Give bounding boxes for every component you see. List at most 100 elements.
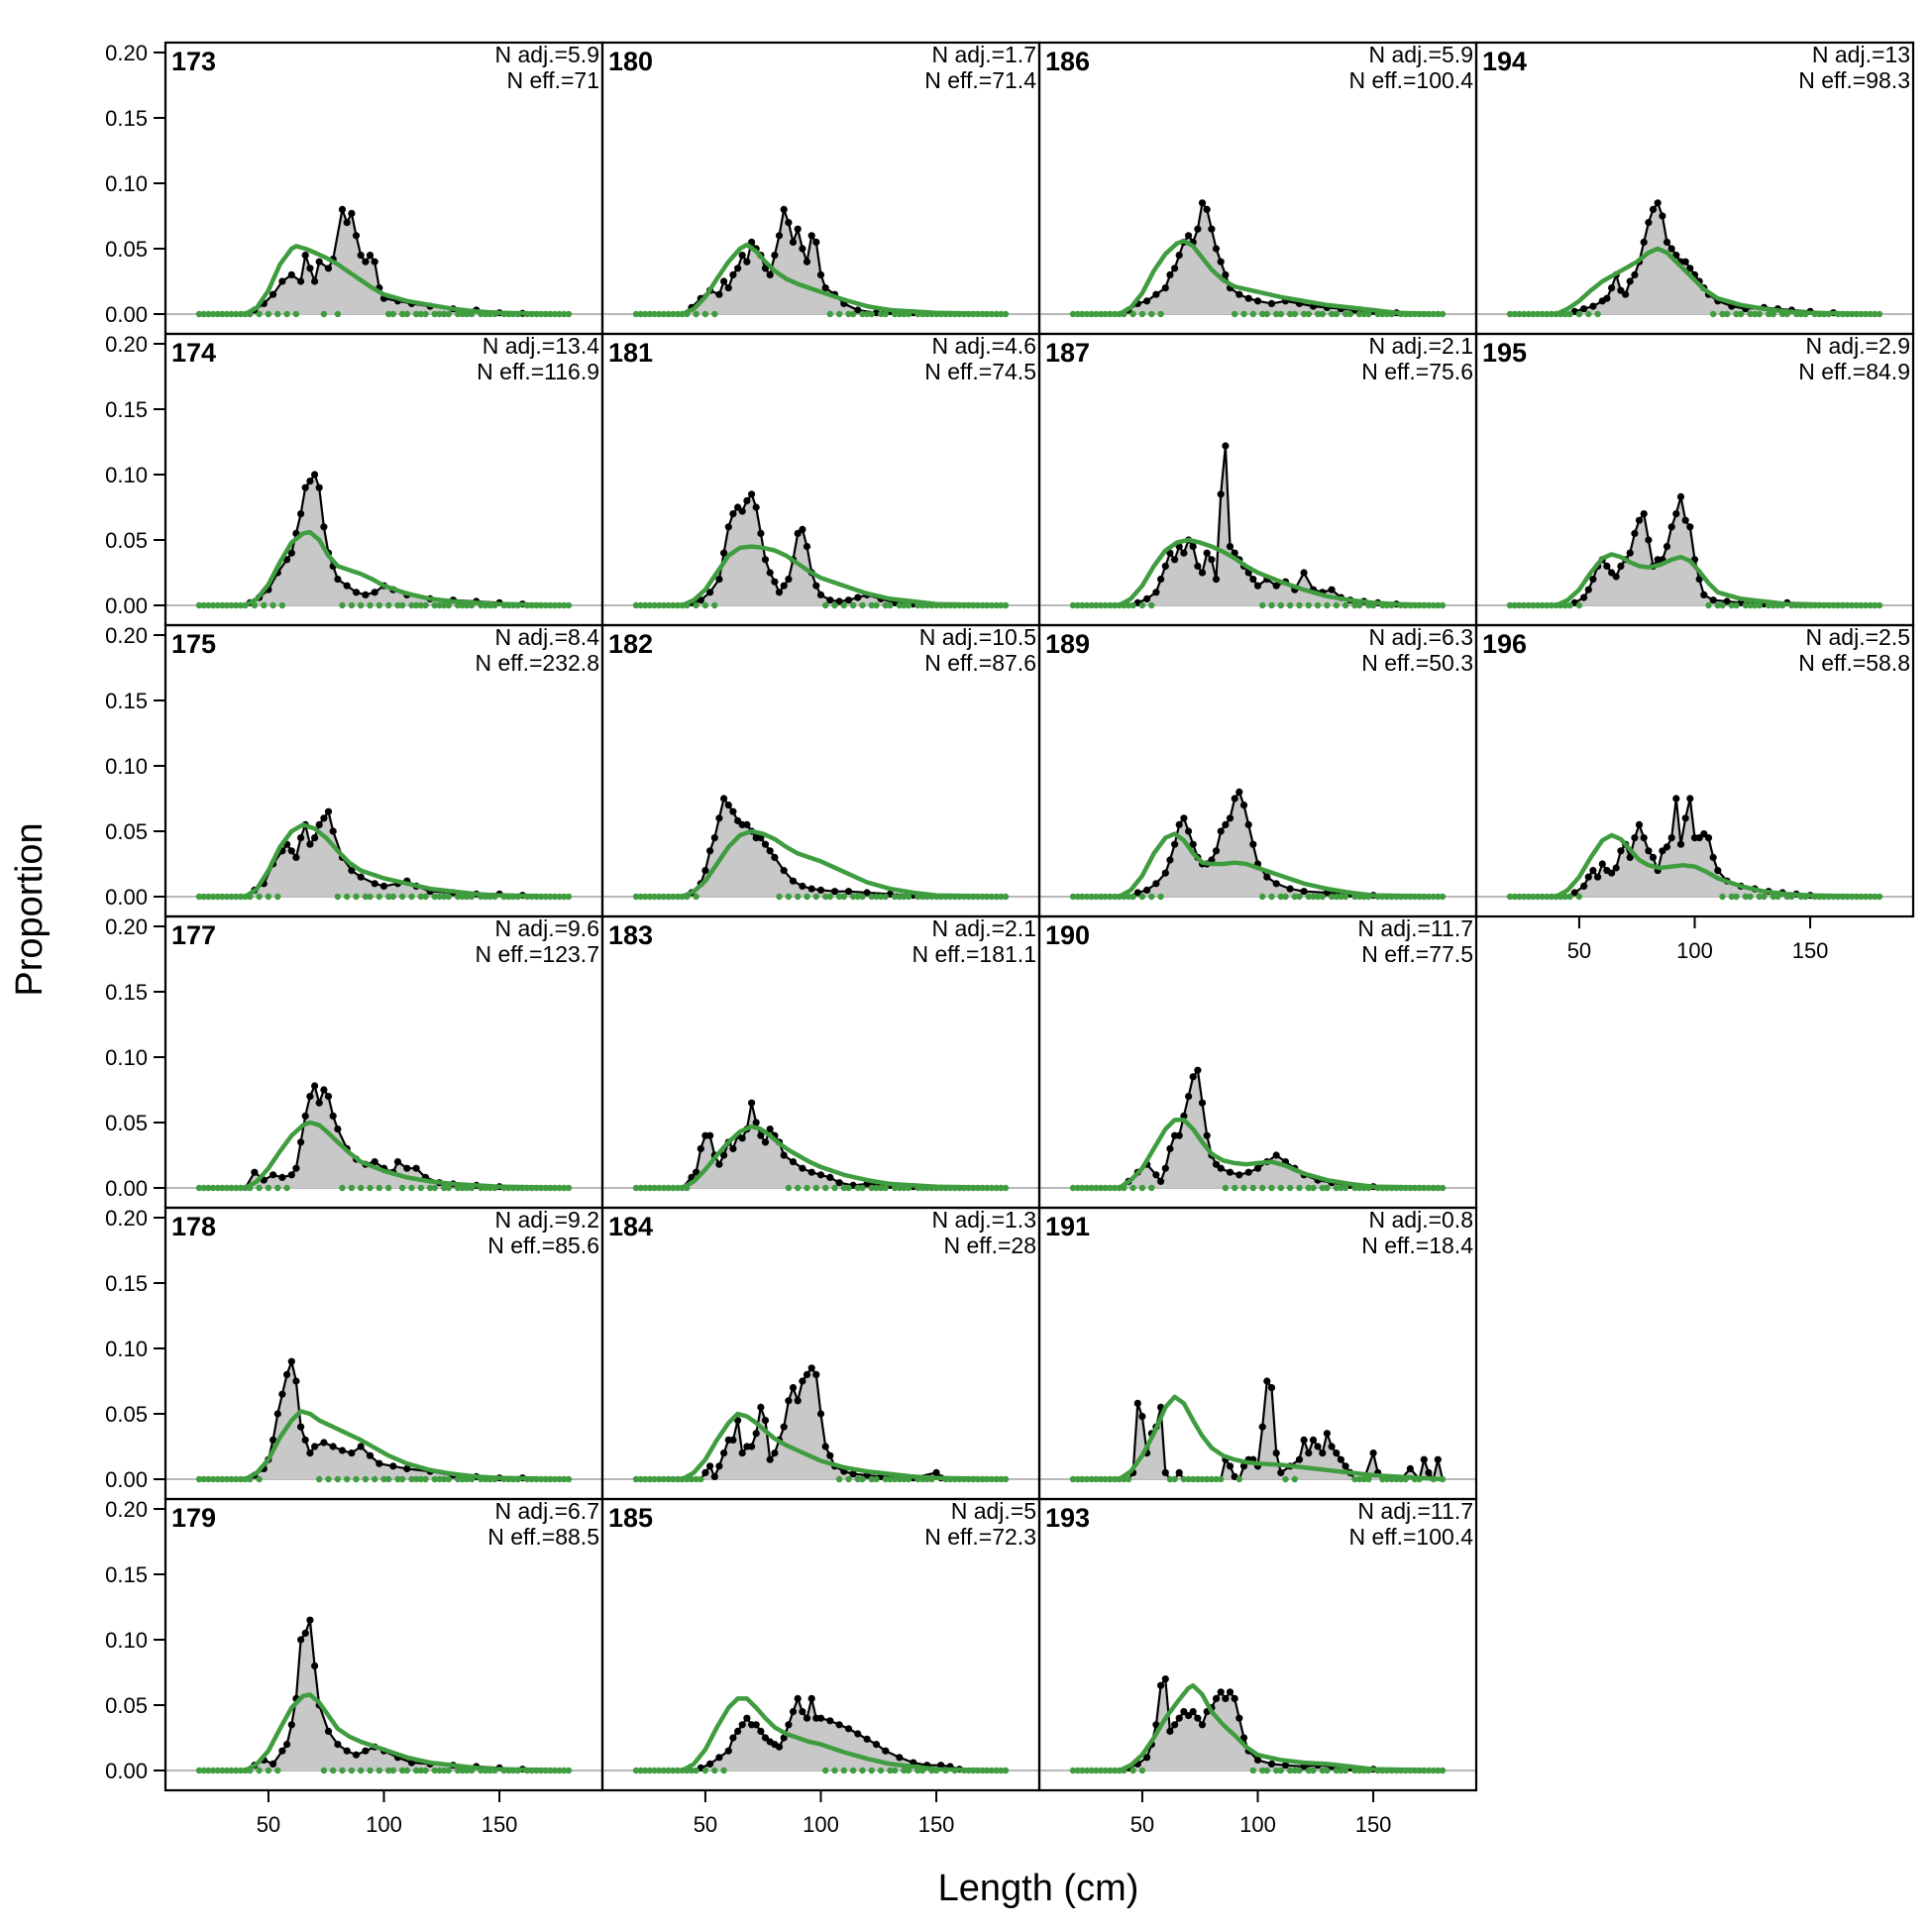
zero-point: [436, 893, 443, 901]
zero-point: [1365, 1475, 1372, 1483]
zero-point: [274, 310, 281, 318]
zero-point: [454, 310, 462, 318]
observed-point: [1672, 795, 1680, 803]
observed-point: [1166, 1727, 1174, 1735]
observed-point: [1143, 297, 1151, 305]
zero-point: [408, 601, 415, 609]
zero-point: [1277, 601, 1285, 609]
zero-point: [835, 310, 843, 318]
zero-point: [445, 1475, 452, 1483]
observed-point: [1249, 576, 1257, 584]
zero-point: [436, 1475, 443, 1483]
observed-point: [315, 1099, 323, 1107]
observed-point: [1143, 886, 1151, 895]
observed-point: [816, 1714, 825, 1722]
n-eff-label: N eff.=123.7: [475, 941, 599, 967]
observed-point: [794, 225, 802, 233]
observed-point: [738, 507, 746, 515]
zero-point: [698, 1475, 704, 1483]
observed-point: [1681, 516, 1689, 524]
zero-point: [845, 310, 852, 318]
zero-point: [398, 310, 406, 318]
observed-point: [1272, 880, 1280, 888]
zero-point: [882, 1475, 889, 1483]
panel-177: 177 N adj.=9.6N eff.=123.7: [163, 914, 604, 1210]
x-tick-label: 100: [366, 1812, 402, 1837]
observed-point: [306, 1449, 314, 1457]
n-eff-label: N eff.=84.9: [1798, 359, 1910, 384]
observed-point: [1608, 869, 1616, 877]
observed-point: [297, 277, 305, 285]
zero-point: [1157, 310, 1164, 318]
observed-point: [807, 1694, 815, 1702]
zero-point: [840, 893, 847, 901]
expected-line: [636, 242, 1007, 317]
zero-point: [1129, 310, 1136, 318]
zero-point: [422, 1475, 429, 1483]
observed-line: [636, 1695, 1007, 1772]
observed-point: [1203, 1131, 1211, 1139]
zero-point: [1585, 310, 1592, 318]
zero-point: [1355, 1475, 1363, 1483]
observed-point: [720, 1151, 728, 1159]
n-adj-label: N adj.=1.3: [932, 1207, 1037, 1233]
observed-point: [729, 1734, 737, 1742]
observed-point: [1594, 873, 1602, 881]
observed-point: [1212, 1160, 1221, 1168]
y-tick-label: 0.05: [105, 237, 148, 262]
zero-point: [1291, 893, 1299, 901]
zero-point: [1751, 310, 1759, 318]
zero-point: [398, 1184, 406, 1192]
x-tick-label: 50: [1567, 938, 1591, 963]
observed-point: [1253, 297, 1262, 305]
observed-point: [287, 1357, 295, 1365]
observed-point: [1589, 867, 1597, 875]
zero-point: [822, 1767, 829, 1774]
zero-point: [854, 1475, 861, 1483]
zero-point: [693, 1475, 699, 1483]
observed-point: [803, 543, 811, 551]
x-tick-label: 100: [1239, 1812, 1276, 1837]
observed-point: [1189, 1073, 1197, 1081]
observed-point: [1157, 1177, 1165, 1185]
n-adj-label: N adj.=13: [1812, 42, 1910, 67]
zero-point: [1291, 1767, 1299, 1774]
panel-label: 195: [1482, 338, 1527, 368]
observed-point: [785, 576, 793, 584]
y-tick-label: 0.20: [105, 41, 148, 65]
n-eff-label: N eff.=98.3: [1798, 67, 1910, 93]
zero-point: [385, 1767, 392, 1774]
observed-point: [835, 1721, 843, 1729]
observed-point: [1226, 1462, 1234, 1470]
zero-point: [826, 893, 833, 901]
observed-point: [315, 258, 323, 266]
observed-area: [636, 1103, 1006, 1188]
observed-point: [278, 277, 286, 285]
observed-point: [872, 1741, 881, 1749]
observed-point: [835, 597, 843, 605]
n-adj-label: N adj.=11.7: [1357, 1498, 1473, 1524]
zero-point: [358, 1767, 365, 1774]
observed-point: [1626, 549, 1634, 557]
zero-point: [1333, 893, 1341, 901]
zero-point: [1733, 893, 1740, 901]
zero-point: [269, 601, 276, 609]
zero-point: [1194, 1475, 1202, 1483]
observed-point: [1231, 795, 1238, 803]
observed-point: [715, 1462, 723, 1470]
zero-point: [1190, 1475, 1197, 1483]
zero-point: [826, 310, 833, 318]
observed-point: [311, 1662, 319, 1669]
zero-point: [1180, 1475, 1188, 1483]
observed-point: [1217, 258, 1225, 266]
observed-point: [1319, 1449, 1327, 1457]
observed-point: [1198, 1721, 1207, 1729]
observed-point: [863, 889, 871, 897]
observed-area: [636, 1367, 1006, 1479]
observed-point: [1175, 1714, 1183, 1722]
zero-point: [1310, 1767, 1317, 1774]
n-adj-label: N adj.=4.6: [932, 333, 1037, 359]
observed-point: [771, 578, 779, 586]
zero-point: [1765, 310, 1772, 318]
observed-point: [379, 882, 388, 891]
